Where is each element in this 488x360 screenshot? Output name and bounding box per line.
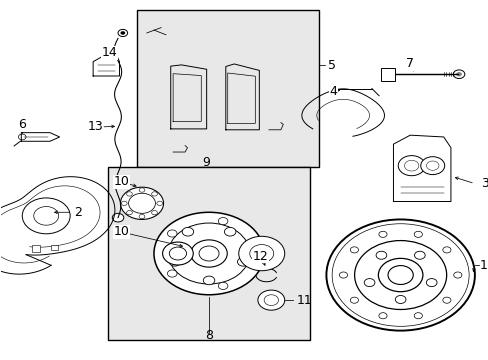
Circle shape — [237, 257, 248, 266]
Circle shape — [151, 211, 157, 215]
Text: 6: 6 — [18, 118, 26, 131]
Circle shape — [167, 230, 177, 237]
Circle shape — [151, 192, 157, 196]
Circle shape — [169, 257, 180, 266]
Circle shape — [238, 236, 284, 271]
Circle shape — [182, 228, 193, 236]
Circle shape — [442, 297, 450, 303]
Circle shape — [375, 251, 386, 259]
Circle shape — [126, 211, 132, 215]
Text: 12: 12 — [252, 249, 268, 262]
Circle shape — [22, 198, 70, 234]
Circle shape — [19, 134, 26, 140]
Circle shape — [413, 231, 422, 237]
Text: 5: 5 — [327, 59, 335, 72]
Circle shape — [455, 72, 461, 76]
Circle shape — [139, 188, 144, 192]
Circle shape — [168, 223, 249, 284]
Circle shape — [364, 279, 374, 287]
Circle shape — [203, 276, 214, 285]
Text: 10: 10 — [113, 225, 129, 238]
Circle shape — [414, 251, 425, 259]
Text: 11: 11 — [296, 294, 312, 307]
Circle shape — [349, 247, 358, 253]
Circle shape — [452, 70, 464, 78]
Circle shape — [387, 266, 412, 284]
Circle shape — [378, 258, 422, 292]
Circle shape — [218, 217, 227, 225]
Circle shape — [378, 231, 386, 237]
Circle shape — [339, 272, 347, 278]
Circle shape — [420, 157, 444, 175]
Circle shape — [349, 297, 358, 303]
Circle shape — [190, 240, 227, 267]
Text: 2: 2 — [74, 206, 82, 219]
Text: 7: 7 — [406, 57, 413, 70]
Bar — [108, 167, 309, 339]
Text: 8: 8 — [204, 329, 213, 342]
Text: 10: 10 — [113, 175, 129, 188]
Text: 3: 3 — [480, 177, 488, 190]
Circle shape — [453, 272, 461, 278]
Text: 1: 1 — [479, 259, 487, 272]
Circle shape — [120, 31, 125, 35]
Circle shape — [169, 247, 186, 260]
Circle shape — [378, 313, 386, 319]
Bar — [51, 245, 58, 250]
Bar — [381, 68, 394, 81]
Circle shape — [325, 220, 474, 330]
Circle shape — [120, 187, 163, 220]
Circle shape — [199, 246, 219, 261]
Text: 13: 13 — [87, 121, 103, 134]
Circle shape — [162, 242, 193, 265]
Circle shape — [128, 193, 155, 213]
Circle shape — [426, 279, 436, 287]
Circle shape — [397, 156, 424, 176]
Circle shape — [112, 213, 123, 222]
Circle shape — [139, 215, 144, 219]
Bar — [32, 245, 41, 252]
Text: 4: 4 — [329, 85, 337, 98]
Circle shape — [249, 250, 259, 257]
Circle shape — [154, 212, 264, 295]
Circle shape — [34, 207, 59, 225]
Circle shape — [442, 247, 450, 253]
Circle shape — [126, 192, 132, 196]
Circle shape — [257, 290, 284, 310]
Circle shape — [118, 30, 127, 37]
Circle shape — [224, 228, 235, 236]
Circle shape — [394, 296, 405, 303]
Circle shape — [218, 282, 227, 289]
Circle shape — [383, 71, 393, 78]
Bar — [137, 10, 319, 167]
Text: 9: 9 — [203, 156, 210, 169]
Circle shape — [157, 201, 162, 206]
Circle shape — [121, 201, 127, 206]
Circle shape — [167, 270, 177, 277]
Circle shape — [413, 313, 422, 319]
Text: 14: 14 — [102, 46, 118, 59]
